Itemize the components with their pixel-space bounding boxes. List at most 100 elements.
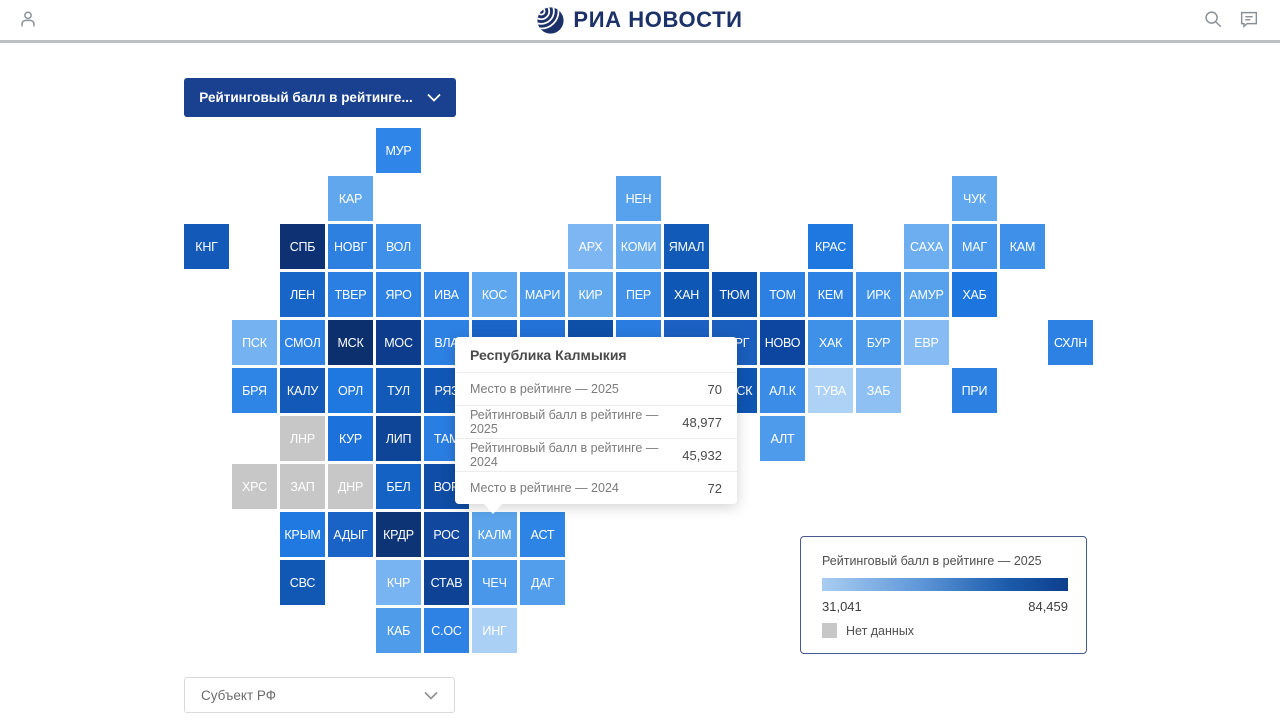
- region-tile-ЗАП[interactable]: ЗАП: [280, 464, 325, 509]
- legend-gradient-bar: [822, 578, 1068, 591]
- region-tile-КЧР[interactable]: КЧР: [376, 560, 421, 605]
- region-tile-АЛ.К[interactable]: АЛ.К: [760, 368, 805, 413]
- region-tile-ЕВР[interactable]: ЕВР: [904, 320, 949, 365]
- region-tile-АРХ[interactable]: АРХ: [568, 224, 613, 269]
- logo[interactable]: РИА НОВОСТИ: [0, 0, 1280, 40]
- chat-icon[interactable]: [1238, 8, 1260, 30]
- region-tile-АМУР[interactable]: АМУР: [904, 272, 949, 317]
- region-tile-КОМИ[interactable]: КОМИ: [616, 224, 661, 269]
- region-tile-ХРС[interactable]: ХРС: [232, 464, 277, 509]
- region-tile-ТОМ[interactable]: ТОМ: [760, 272, 805, 317]
- region-tile-МУР[interactable]: МУР: [376, 128, 421, 173]
- tooltip-row-value: 72: [707, 480, 722, 496]
- region-tile-ХАБ[interactable]: ХАБ: [952, 272, 997, 317]
- region-tile-КОС[interactable]: КОС: [472, 272, 517, 317]
- region-tile-ХАН[interactable]: ХАН: [664, 272, 709, 317]
- region-tile-ПЕР[interactable]: ПЕР: [616, 272, 661, 317]
- region-tile-КНГ[interactable]: КНГ: [184, 224, 229, 269]
- region-tile-ЗАБ[interactable]: ЗАБ: [856, 368, 901, 413]
- region-tile-С.ОС[interactable]: С.ОС: [424, 608, 469, 653]
- user-icon[interactable]: [17, 8, 39, 30]
- region-tile-КУР[interactable]: КУР: [328, 416, 373, 461]
- metric-dropdown[interactable]: Рейтинговый балл в рейтинге...: [184, 78, 456, 117]
- region-tile-АЛТ[interactable]: АЛТ: [760, 416, 805, 461]
- region-tile-СХЛН[interactable]: СХЛН: [1048, 320, 1093, 365]
- legend-max: 84,459: [1028, 599, 1068, 614]
- region-tile-НОВГ[interactable]: НОВГ: [328, 224, 373, 269]
- region-tile-ДАГ[interactable]: ДАГ: [520, 560, 565, 605]
- tooltip-row-label: Рейтинговый балл в рейтинге — 2025: [470, 408, 659, 436]
- legend: Рейтинговый балл в рейтинге — 2025 31,04…: [800, 536, 1087, 654]
- header: РИА НОВОСТИ: [0, 0, 1280, 40]
- region-tile-АСТ[interactable]: АСТ: [520, 512, 565, 557]
- tooltip-row-label: Место в рейтинге — 2025: [470, 382, 619, 396]
- search-icon[interactable]: [1202, 8, 1224, 30]
- region-tile-СВС[interactable]: СВС: [280, 560, 325, 605]
- region-tile-ОРЛ[interactable]: ОРЛ: [328, 368, 373, 413]
- region-tile-ПРИ[interactable]: ПРИ: [952, 368, 997, 413]
- chevron-down-icon: [427, 93, 441, 102]
- region-tile-СПБ[interactable]: СПБ: [280, 224, 325, 269]
- region-tile-ЯМАЛ[interactable]: ЯМАЛ: [664, 224, 709, 269]
- ria-globe-icon: [537, 6, 564, 34]
- region-tile-ХАК[interactable]: ХАК: [808, 320, 853, 365]
- region-tooltip: Республика Калмыкия Место в рейтинге — 2…: [455, 337, 737, 514]
- tooltip-row-label: Рейтинговый балл в рейтинге — 2024: [470, 441, 659, 469]
- tooltip-row: Рейтинговый балл в рейтинге — 2025 48,977: [455, 406, 737, 439]
- region-tile-ИНГ[interactable]: ИНГ: [472, 608, 517, 653]
- region-tile-МАГ[interactable]: МАГ: [952, 224, 997, 269]
- region-tile-ТУЛ[interactable]: ТУЛ: [376, 368, 421, 413]
- region-tile-МСК[interactable]: МСК: [328, 320, 373, 365]
- region-tile-ЛНР[interactable]: ЛНР: [280, 416, 325, 461]
- region-tile-ИВА[interactable]: ИВА: [424, 272, 469, 317]
- region-tile-ТУВА[interactable]: ТУВА: [808, 368, 853, 413]
- region-tile-КАЛУ[interactable]: КАЛУ: [280, 368, 325, 413]
- region-dropdown-label: Субъект РФ: [201, 687, 276, 703]
- region-tile-БРЯ[interactable]: БРЯ: [232, 368, 277, 413]
- region-tile-БЕЛ[interactable]: БЕЛ: [376, 464, 421, 509]
- region-tile-РОС[interactable]: РОС: [424, 512, 469, 557]
- region-dropdown[interactable]: Субъект РФ: [184, 677, 455, 713]
- region-tile-ТЮМ[interactable]: ТЮМ: [712, 272, 757, 317]
- region-tile-ВОЛ[interactable]: ВОЛ: [376, 224, 421, 269]
- legend-min: 31,041: [822, 599, 862, 614]
- region-tile-КАМ[interactable]: КАМ: [1000, 224, 1045, 269]
- region-tile-САХА[interactable]: САХА: [904, 224, 949, 269]
- region-tile-ИРК[interactable]: ИРК: [856, 272, 901, 317]
- tooltip-row: Место в рейтинге — 2025 70: [455, 373, 737, 406]
- region-tile-ЧЕЧ[interactable]: ЧЕЧ: [472, 560, 517, 605]
- region-tile-КАЛМ[interactable]: КАЛМ: [472, 512, 517, 557]
- region-tile-НЕН[interactable]: НЕН: [616, 176, 661, 221]
- logo-text: РИА НОВОСТИ: [573, 7, 743, 32]
- header-divider: [0, 40, 1280, 43]
- region-tile-СТАВ[interactable]: СТАВ: [424, 560, 469, 605]
- region-tile-ТВЕР[interactable]: ТВЕР: [328, 272, 373, 317]
- region-tile-КРДР[interactable]: КРДР: [376, 512, 421, 557]
- region-tile-АДЫГ[interactable]: АДЫГ: [328, 512, 373, 557]
- tooltip-row-value: 48,977: [682, 414, 722, 430]
- region-tile-НОВО[interactable]: НОВО: [760, 320, 805, 365]
- tooltip-row-label: Место в рейтинге — 2024: [470, 481, 619, 495]
- tooltip-arrow: [483, 503, 503, 514]
- tooltip-row-value: 45,932: [682, 447, 722, 463]
- region-tile-МОС[interactable]: МОС: [376, 320, 421, 365]
- region-tile-КИР[interactable]: КИР: [568, 272, 613, 317]
- region-tile-КРЫМ[interactable]: КРЫМ: [280, 512, 325, 557]
- region-tile-КАР[interactable]: КАР: [328, 176, 373, 221]
- region-tile-ЧУК[interactable]: ЧУК: [952, 176, 997, 221]
- tooltip-row: Место в рейтинге — 2024 72: [455, 472, 737, 504]
- region-tile-СМОЛ[interactable]: СМОЛ: [280, 320, 325, 365]
- region-tile-ПСК[interactable]: ПСК: [232, 320, 277, 365]
- region-tile-КАБ[interactable]: КАБ: [376, 608, 421, 653]
- region-tile-ЛЕН[interactable]: ЛЕН: [280, 272, 325, 317]
- region-tile-ЯРО[interactable]: ЯРО: [376, 272, 421, 317]
- region-tile-ЛИП[interactable]: ЛИП: [376, 416, 421, 461]
- region-tile-КЕМ[interactable]: КЕМ: [808, 272, 853, 317]
- legend-title: Рейтинговый балл в рейтинге — 2025: [822, 554, 1042, 568]
- tooltip-region-title: Республика Калмыкия: [455, 337, 737, 373]
- region-tile-МАРИ[interactable]: МАРИ: [520, 272, 565, 317]
- region-tile-ДНР[interactable]: ДНР: [328, 464, 373, 509]
- region-tile-БУР[interactable]: БУР: [856, 320, 901, 365]
- region-tile-КРАС[interactable]: КРАС: [808, 224, 853, 269]
